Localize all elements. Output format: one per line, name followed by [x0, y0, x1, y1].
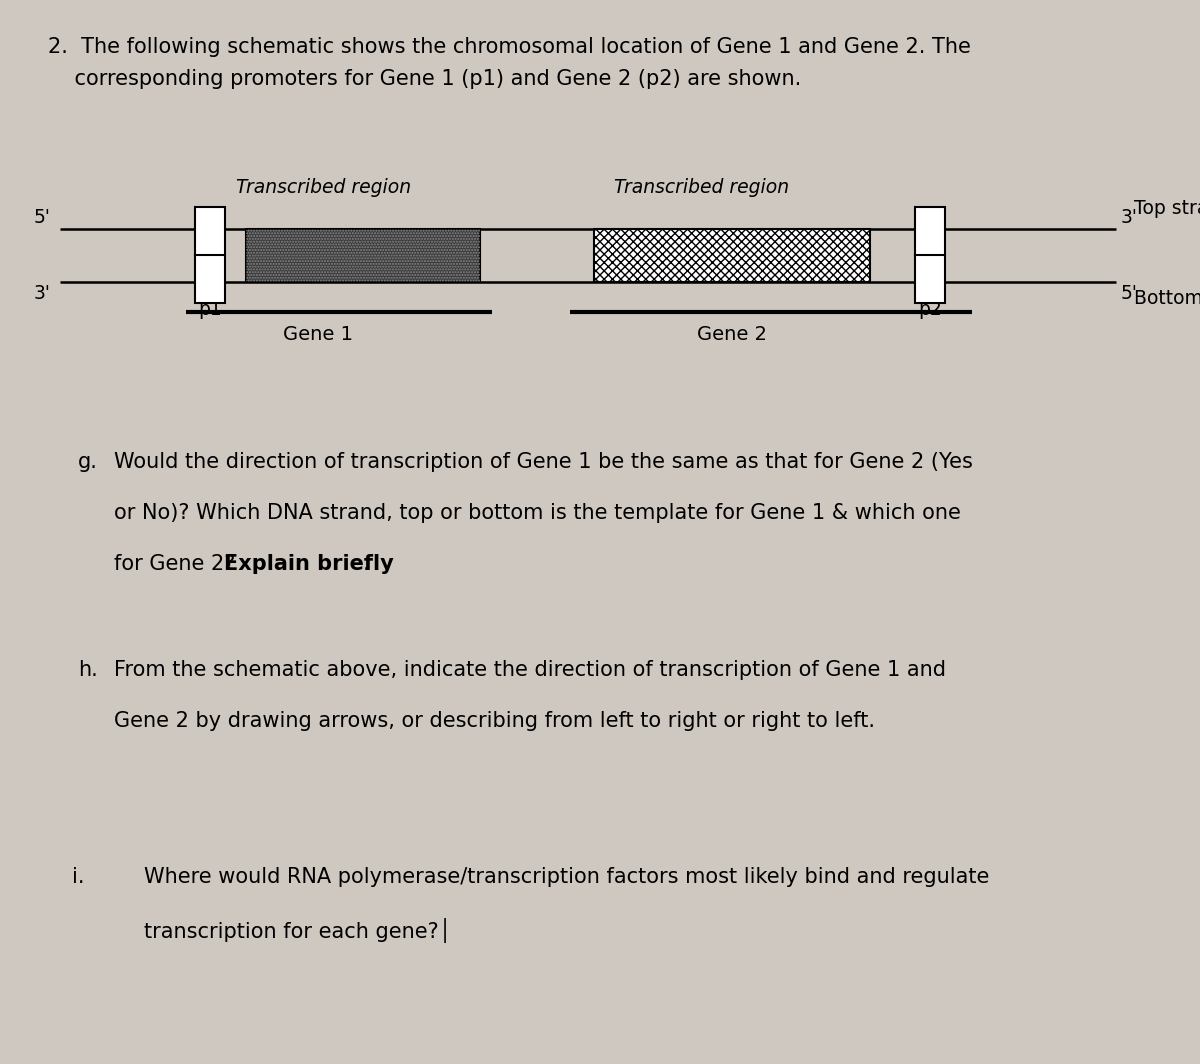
- Text: corresponding promoters for Gene 1 (p1) and Gene 2 (p2) are shown.: corresponding promoters for Gene 1 (p1) …: [48, 69, 802, 89]
- Text: Transcribed region: Transcribed region: [236, 178, 412, 197]
- Text: p2: p2: [918, 300, 942, 319]
- Text: Gene 2: Gene 2: [697, 325, 767, 344]
- Text: Gene 1: Gene 1: [283, 325, 353, 344]
- Text: g.: g.: [78, 452, 98, 472]
- Text: Top strand: Top strand: [1134, 199, 1200, 218]
- Bar: [246, 229, 480, 282]
- Text: p1: p1: [198, 300, 222, 319]
- Text: 3': 3': [34, 284, 50, 303]
- Text: Where would RNA polymerase/transcription factors most likely bind and regulate: Where would RNA polymerase/transcription…: [144, 867, 989, 887]
- Bar: [916, 207, 946, 303]
- Text: or No)? Which DNA strand, top or bottom is the template for Gene 1 & which one: or No)? Which DNA strand, top or bottom …: [114, 503, 961, 523]
- Text: 3': 3': [1121, 207, 1138, 227]
- Text: 2.  The following schematic shows the chromosomal location of Gene 1 and Gene 2.: 2. The following schematic shows the chr…: [48, 37, 971, 57]
- Text: h.: h.: [78, 660, 97, 680]
- Text: i.: i.: [72, 867, 84, 887]
- Text: Gene 2 by drawing arrows, or describing from left to right or right to left.: Gene 2 by drawing arrows, or describing …: [114, 711, 875, 731]
- Text: .: .: [362, 554, 370, 575]
- Text: Explain briefly: Explain briefly: [224, 554, 394, 575]
- Bar: [594, 229, 870, 282]
- Text: 5': 5': [34, 207, 50, 227]
- Text: Would the direction of transcription of Gene 1 be the same as that for Gene 2 (Y: Would the direction of transcription of …: [114, 452, 973, 472]
- Text: From the schematic above, indicate the direction of transcription of Gene 1 and: From the schematic above, indicate the d…: [114, 660, 946, 680]
- Text: for Gene 2?: for Gene 2?: [114, 554, 242, 575]
- Bar: [246, 229, 480, 282]
- Text: Bottom strand: Bottom strand: [1134, 289, 1200, 309]
- Text: transcription for each gene?│: transcription for each gene?│: [144, 918, 451, 943]
- Bar: [194, 207, 226, 303]
- Text: Transcribed region: Transcribed region: [614, 178, 790, 197]
- Text: 5': 5': [1121, 284, 1138, 303]
